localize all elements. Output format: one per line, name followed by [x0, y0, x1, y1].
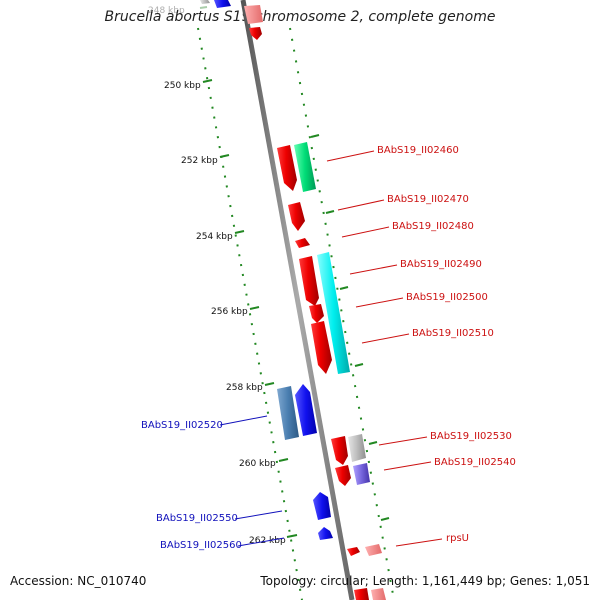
scale-label: 256 kbp: [211, 307, 248, 317]
gene-feature[interactable]: [309, 304, 324, 323]
gene-feature[interactable]: [288, 202, 305, 231]
scale-tick: 254 kbp: [196, 230, 245, 242]
leader-lines: [219, 150, 443, 547]
scale-line: [197, 27, 303, 600]
gene-label[interactable]: BAbS19_II02470: [387, 194, 469, 205]
gene-feature[interactable]: [214, 0, 231, 8]
scale-label: 252 kbp: [181, 156, 218, 166]
gene-feature[interactable]: [244, 5, 263, 24]
accession-text: Accession: NC_010740: [10, 574, 147, 588]
scale-tick: 248 kbp: [148, 6, 208, 16]
scale-label: 248 kbp: [148, 6, 185, 16]
gene-label[interactable]: BAbS19_II02490: [400, 259, 482, 270]
scale-tick: 262 kbp: [249, 534, 298, 546]
gene-feature[interactable]: [354, 588, 369, 600]
gene-label[interactable]: BAbS19_II02520: [141, 420, 223, 431]
gene-label[interactable]: BAbS19_II02480: [392, 221, 474, 232]
gene-feature[interactable]: [365, 544, 382, 556]
gene-feature[interactable]: [371, 588, 386, 600]
gene-labels: BAbS19_II02460 BAbS19_II02470 BAbS19_II0…: [141, 145, 516, 551]
gene-label[interactable]: BAbS19_II02550: [156, 513, 238, 524]
gene-label[interactable]: rpsU: [446, 533, 469, 544]
gene-label[interactable]: BAbS19_II02560: [160, 540, 242, 551]
outer-guide-ticks: [310, 134, 390, 521]
scale-tick: 256 kbp: [211, 306, 260, 317]
gene-feature[interactable]: [348, 434, 366, 462]
reverse-genes: [200, 0, 333, 540]
gene-feature[interactable]: [277, 145, 297, 191]
gene-feature[interactable]: [295, 384, 317, 436]
scale-tick: 260 kbp: [239, 458, 289, 469]
backbone: [240, 0, 355, 600]
outer-guide-line: [289, 27, 395, 600]
scale-label: 250 kbp: [164, 81, 201, 91]
map-title: Brucella abortus S19 chromosome 2, compl…: [104, 9, 496, 25]
gene-feature[interactable]: [318, 527, 333, 540]
gene-feature[interactable]: [331, 436, 348, 465]
scale-label: 260 kbp: [239, 459, 276, 469]
gene-feature[interactable]: [311, 321, 332, 374]
gene-feature[interactable]: [313, 492, 331, 520]
scale-label: 254 kbp: [196, 232, 233, 242]
scale-tick: 250 kbp: [164, 79, 213, 91]
scale-ticks: 248 kbp 250 kbp 252 kbp 254 kbp 256 kbp …: [148, 6, 298, 546]
gene-label[interactable]: BAbS19_II02540: [434, 457, 516, 468]
genome-summary-text: Topology: circular; Length: 1,161,449 bp…: [260, 574, 590, 588]
gene-label[interactable]: BAbS19_II02500: [406, 292, 488, 303]
gene-feature[interactable]: [335, 465, 351, 486]
gene-label[interactable]: BAbS19_II02510: [412, 328, 494, 339]
scale-label: 258 kbp: [226, 383, 263, 393]
scale-tick: 258 kbp: [226, 382, 275, 393]
gene-feature[interactable]: [299, 256, 319, 306]
gene-feature[interactable]: [347, 547, 360, 556]
gene-feature[interactable]: [353, 463, 370, 485]
gene-label[interactable]: BAbS19_II02460: [377, 145, 459, 156]
scale-tick: 252 kbp: [181, 154, 230, 166]
gene-feature[interactable]: [317, 252, 350, 374]
gene-label[interactable]: BAbS19_II02530: [430, 431, 512, 442]
forward-genes: [244, 5, 386, 600]
gene-feature[interactable]: [277, 386, 299, 440]
gene-feature[interactable]: [200, 0, 210, 4]
gene-feature[interactable]: [295, 238, 310, 248]
gene-feature[interactable]: [294, 142, 316, 192]
gene-feature[interactable]: [249, 27, 262, 40]
